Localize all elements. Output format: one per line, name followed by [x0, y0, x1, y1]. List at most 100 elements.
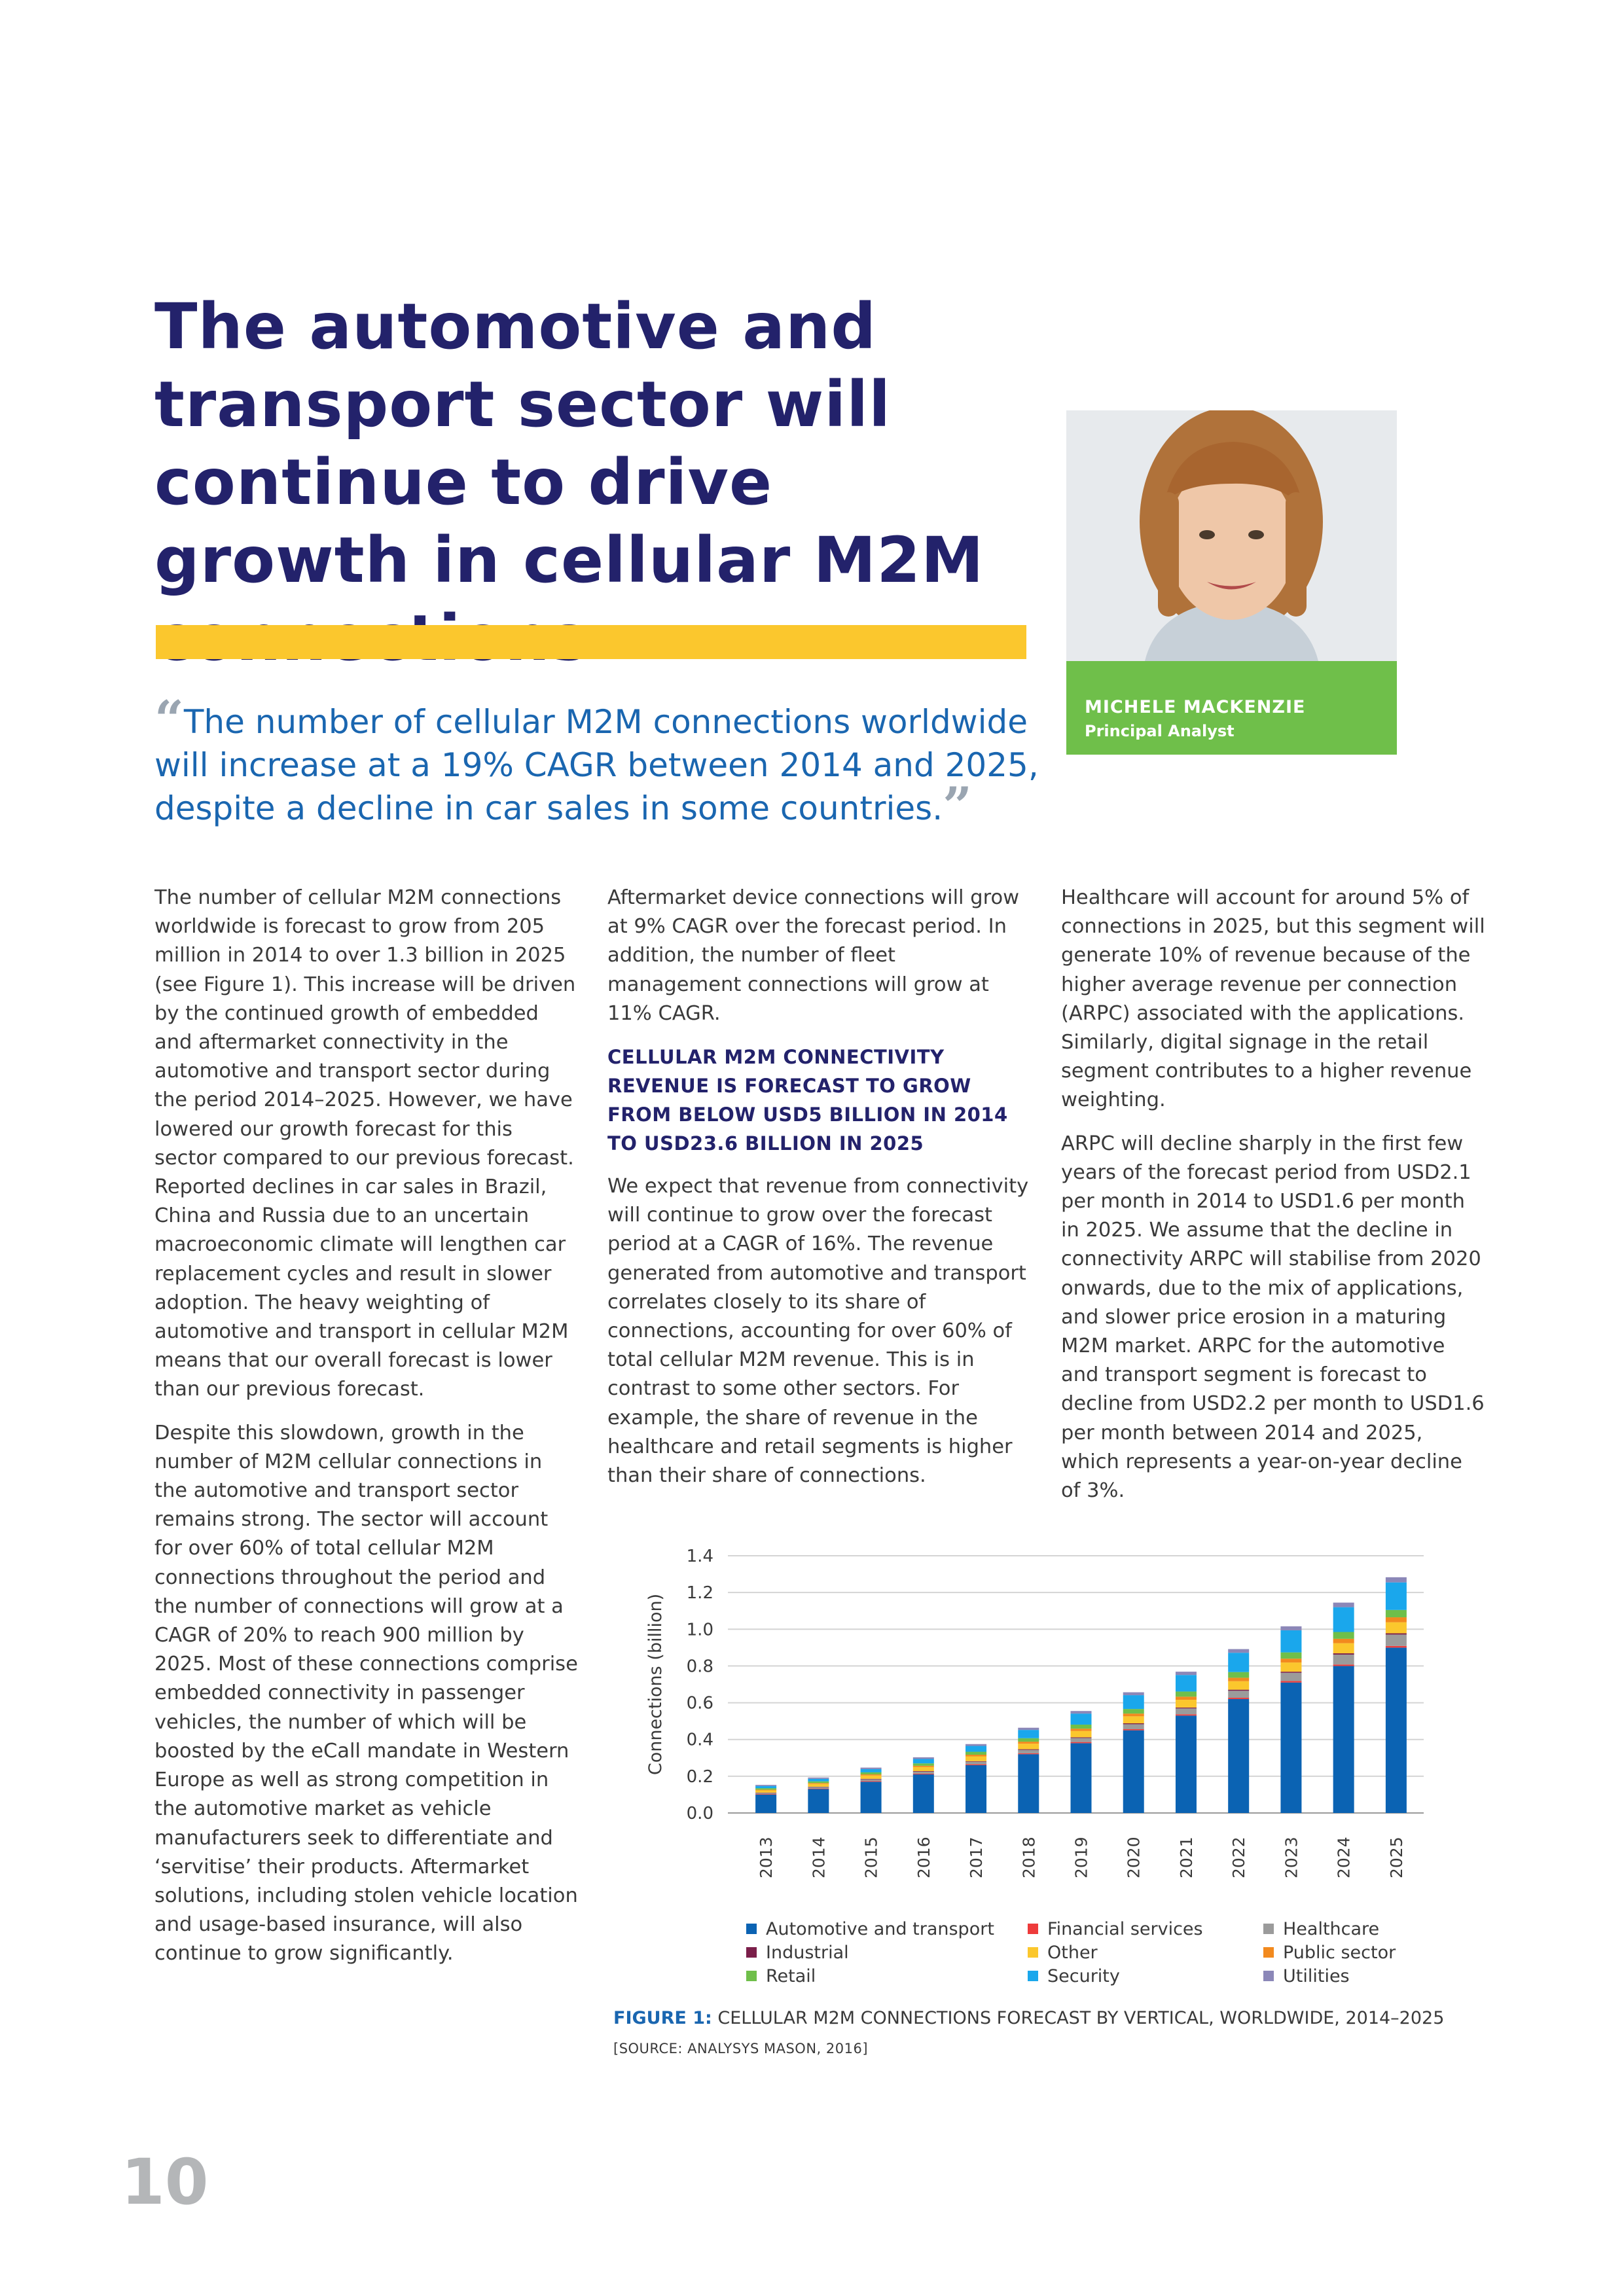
bar-segment: [1385, 1645, 1407, 1648]
bar-segment: [860, 1778, 882, 1780]
bar-segment: [755, 1785, 777, 1786]
legend-swatch: [746, 1947, 757, 1958]
bar-segment: [1280, 1672, 1302, 1673]
bar-segment: [860, 1767, 882, 1769]
legend-label: Utilities: [1283, 1966, 1350, 1986]
bar-segment: [1070, 1743, 1092, 1813]
bar-segment: [912, 1770, 934, 1772]
pull-quote: “The number of cellular M2M connections …: [154, 694, 1058, 832]
legend-label: Financial services: [1047, 1919, 1203, 1939]
bar-segment: [1018, 1754, 1039, 1813]
bar-segment: [1280, 1681, 1302, 1683]
legend-swatch: [1028, 1971, 1038, 1981]
bar-segment: [1175, 1691, 1197, 1697]
bar-segment: [1385, 1577, 1407, 1583]
bar-segment: [1070, 1738, 1092, 1742]
bar-segment: [860, 1781, 882, 1782]
bar-segment: [1175, 1715, 1197, 1813]
bar-segment: [1123, 1692, 1144, 1696]
x-tick-label: 2018: [1019, 1837, 1038, 1878]
bar-segment: [860, 1775, 882, 1779]
bar-segment: [860, 1779, 882, 1782]
bar-segment: [965, 1755, 987, 1757]
bar-segment: [1175, 1696, 1197, 1700]
legend-label: Industrial: [766, 1943, 849, 1963]
bar-segment: [1018, 1742, 1039, 1744]
legend-label: Public sector: [1283, 1943, 1396, 1963]
bar-segment: [1070, 1711, 1092, 1714]
bar-segment: [808, 1777, 829, 1779]
bar-segment: [1018, 1730, 1039, 1738]
page-title: The automotive and transport sector will…: [154, 290, 984, 675]
bar-segment: [1385, 1634, 1407, 1646]
bar-segment: [755, 1794, 777, 1795]
section-heading: CELLULAR M2M CONNECTIVITY REVENUE IS FOR…: [607, 1046, 1008, 1155]
legend-label: Other: [1047, 1943, 1098, 1963]
y-tick-label: 0.4: [687, 1731, 713, 1750]
figure-title: CELLULAR M2M CONNECTIONS FORECAST BY VER…: [717, 2008, 1445, 2028]
bar-segment: [1280, 1659, 1302, 1663]
x-tick-label: 2015: [862, 1837, 881, 1878]
x-tick-label: 2016: [914, 1837, 933, 1878]
x-tick-label: 2023: [1282, 1837, 1301, 1878]
bar-segment: [1123, 1723, 1144, 1725]
bar-segment: [1333, 1607, 1354, 1632]
x-tick-label: 2019: [1072, 1837, 1091, 1878]
bar-segment: [1070, 1742, 1092, 1744]
bar-segment: [1175, 1700, 1197, 1708]
bar-segment: [912, 1763, 934, 1766]
x-tick-label: 2017: [967, 1837, 986, 1878]
figure-caption: FIGURE 1: CELLULAR M2M CONNECTIONS FOREC…: [613, 2008, 1444, 2028]
bar-segment: [860, 1774, 882, 1776]
bar-segment: [1123, 1713, 1144, 1717]
bar-segment: [1280, 1630, 1302, 1653]
x-tick-label: 2013: [757, 1837, 776, 1878]
y-tick-label: 1.2: [687, 1583, 713, 1603]
bar-segment: [755, 1785, 777, 1789]
y-tick-label: 0.6: [687, 1694, 713, 1713]
x-tick-label: 2024: [1335, 1837, 1354, 1878]
bar-segment: [1123, 1729, 1144, 1731]
bar-segment: [755, 1790, 777, 1793]
figure-label: FIGURE 1:: [613, 2008, 712, 2028]
chart-svg: 0.0 0.2 0.4 0.6 0.8 1.0 1.2 1.4 Connections (bil…: [645, 1547, 1424, 1878]
legend-item: Security: [1028, 1965, 1120, 1988]
bar-segment: [1070, 1713, 1092, 1725]
bar-segment: [912, 1774, 934, 1813]
bar-segment: [1175, 1672, 1197, 1676]
body-paragraph: ARPC will decline sharply in the first f…: [1061, 1132, 1485, 1503]
bar-segment: [1018, 1749, 1039, 1753]
y-tick-label: 1.4: [687, 1547, 713, 1566]
bar-segment: [1228, 1689, 1250, 1691]
body-paragraph: Despite this slowdown, growth in the num…: [154, 1421, 578, 1965]
x-tick-label: 2020: [1125, 1837, 1144, 1878]
page-number: 10: [121, 2145, 209, 2219]
bar-segment: [965, 1756, 987, 1761]
y-tick-label: 0.8: [687, 1657, 713, 1676]
bar-segment: [1018, 1738, 1039, 1742]
bar-segment: [1280, 1682, 1302, 1813]
bar-segment: [1333, 1666, 1354, 1813]
x-tick-label: 2014: [809, 1837, 828, 1878]
bar-segment: [1280, 1672, 1302, 1681]
bar-segment: [755, 1789, 777, 1791]
bar-segment: [1070, 1731, 1092, 1738]
analyst-role: Principal Analyst: [1085, 722, 1235, 740]
bar-segment: [1228, 1698, 1250, 1813]
bar-segment: [1228, 1681, 1250, 1690]
bar-segment: [1385, 1647, 1407, 1813]
bar-segment: [1175, 1675, 1197, 1692]
body-paragraph: The number of cellular M2M connections w…: [154, 886, 576, 1401]
legend-item: Financial services: [1028, 1918, 1203, 1941]
bar-segment: [1280, 1662, 1302, 1672]
legend-label: Retail: [766, 1966, 816, 1986]
legend-label: Security: [1047, 1966, 1120, 1986]
bar-segment: [808, 1778, 829, 1782]
legend-item: Healthcare: [1263, 1918, 1379, 1941]
bar-segment: [1333, 1655, 1354, 1665]
bar-segment: [1070, 1724, 1092, 1729]
bar-segment: [808, 1787, 829, 1789]
y-axis-label: Connections (billion): [645, 1594, 666, 1775]
open-quote-mark: “: [154, 690, 184, 749]
legend-item: Utilities: [1263, 1965, 1350, 1988]
